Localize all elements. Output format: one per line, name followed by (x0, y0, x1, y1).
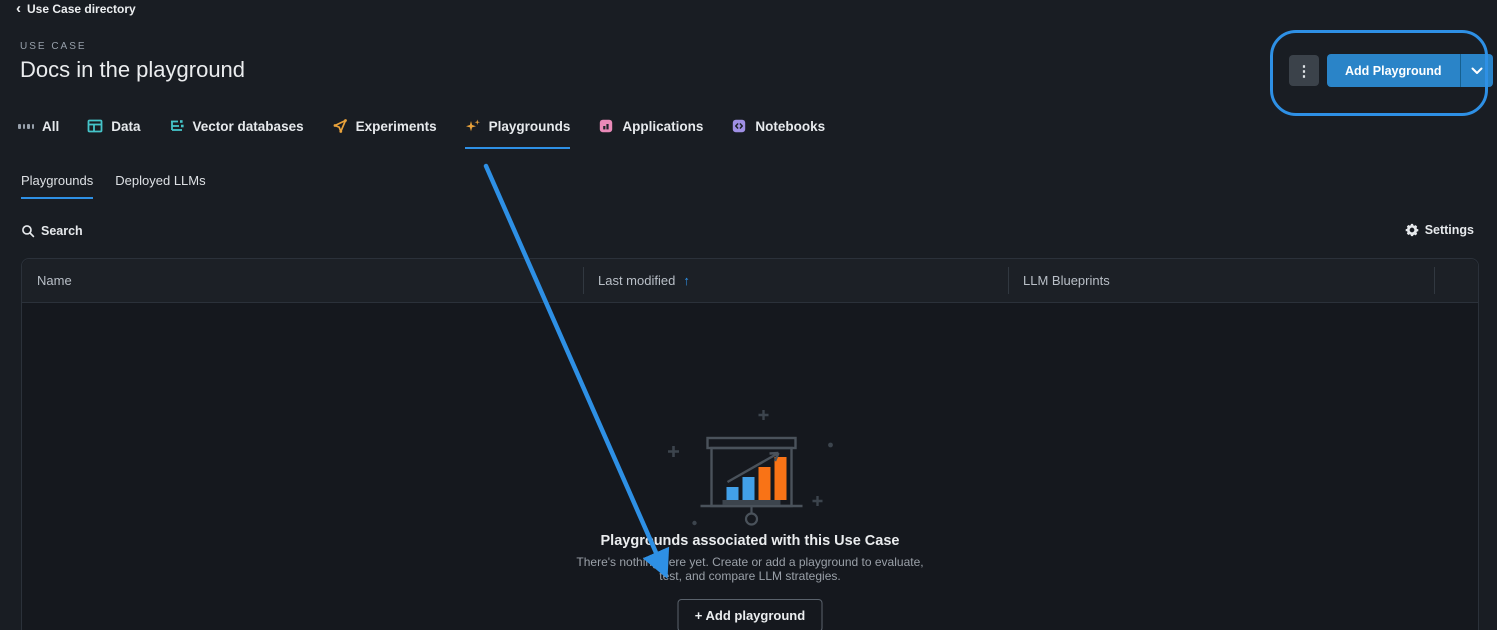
empty-state-chart-illustration (667, 410, 833, 526)
sort-ascending-icon[interactable]: ↑ (683, 273, 690, 288)
tab-notebooks[interactable]: Notebooks (731, 118, 825, 149)
tab-label: All (42, 118, 60, 134)
table-icon (87, 118, 103, 134)
tab-label: Applications (622, 118, 704, 134)
settings-label: Settings (1424, 223, 1474, 237)
search-icon (22, 225, 35, 238)
tab-label: Playgrounds (488, 118, 571, 134)
column-header-llm-blueprints[interactable]: LLM Blueprints (1008, 259, 1434, 302)
list-tree-icon (169, 118, 185, 134)
chevron-down-icon (1471, 67, 1483, 74)
use-case-tabs: All Data Vector databases Experiments Pl… (18, 118, 825, 149)
subtab-deployed-llms[interactable]: Deployed LLMs (115, 173, 206, 188)
kebab-menu-icon: ⋮ (1296, 62, 1312, 80)
gear-icon (1405, 223, 1418, 237)
empty-state-description: There's nothing here yet. Create or add … (576, 555, 924, 583)
tab-label: Notebooks (755, 118, 826, 134)
table-header-row: Name Last modified ↑ LLM Blueprints (22, 259, 1478, 303)
add-playground-dropdown-button[interactable] (1459, 54, 1493, 87)
breadcrumb-back-link[interactable]: ‹ Use Case directory (16, 0, 136, 17)
column-header-name[interactable]: Name (37, 273, 72, 288)
tab-playgrounds[interactable]: Playgrounds (464, 118, 571, 149)
playgrounds-subtabs: Playgrounds Deployed LLMs (21, 173, 206, 199)
chevron-left-icon: ‹ (16, 0, 21, 17)
breadcrumb-label: Use Case directory (27, 2, 136, 16)
add-playground-empty-button[interactable]: + Add playground (677, 599, 823, 630)
add-playground-split-button: Add Playground (1327, 54, 1493, 87)
app-window-icon (598, 118, 614, 134)
tab-data[interactable]: Data (87, 118, 141, 149)
column-label: Last modified (598, 273, 676, 288)
empty-state: Playgrounds associated with this Use Cas… (568, 406, 933, 630)
subtab-playgrounds[interactable]: Playgrounds (21, 173, 94, 199)
search-input[interactable]: Search (21, 224, 83, 238)
add-playground-button[interactable]: Add Playground (1327, 54, 1460, 87)
send-icon (332, 118, 348, 134)
tab-applications[interactable]: Applications (598, 118, 703, 149)
more-actions-button[interactable]: ⋮ (1289, 55, 1319, 86)
use-case-eyebrow: USE CASE (20, 41, 87, 52)
column-header-actions (1434, 259, 1478, 302)
sparkles-icon (465, 118, 481, 134)
tab-label: Vector databases (192, 118, 304, 134)
page-title: Docs in the playground (20, 57, 246, 82)
tab-all[interactable]: All (18, 118, 59, 149)
empty-state-title: Playgrounds associated with this Use Cas… (600, 533, 900, 549)
tab-label: Experiments (355, 118, 437, 134)
column-header-last-modified[interactable]: Last modified ↑ (583, 259, 1008, 302)
grid-icon (18, 118, 34, 134)
tab-experiments[interactable]: Experiments (332, 118, 437, 149)
search-label: Search (41, 224, 83, 238)
settings-button[interactable]: Settings (1405, 223, 1474, 237)
playgrounds-table: Name Last modified ↑ LLM Blueprints (21, 258, 1479, 630)
tab-label: Data (111, 118, 141, 134)
tab-vector-databases[interactable]: Vector databases (169, 118, 304, 149)
code-icon (731, 118, 747, 134)
